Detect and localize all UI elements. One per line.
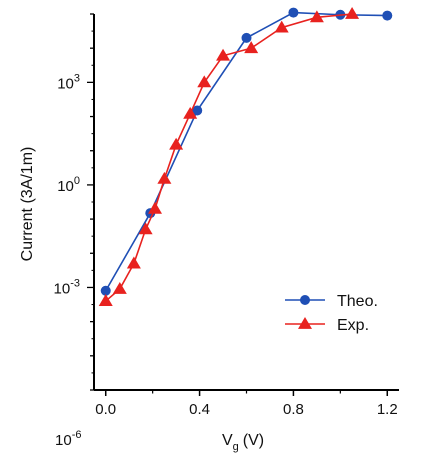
legend-label: Exp. [337,317,369,334]
series-line [105,11,388,292]
data-point [98,294,113,306]
series-exp [98,7,360,306]
data-point [288,7,299,18]
x-tick-label: 0.4 [189,401,210,418]
ticks: 0.0 0.4 0.8 1.2 10-3 100 103 10-6 [54,13,398,449]
y-axis-title: Current (3A/1m) [19,147,36,262]
x-axis-title-sub: g [233,441,239,453]
data-point [197,75,212,88]
series-line [105,13,353,302]
data-point [148,201,162,214]
x-axis-title-main: V [222,432,233,449]
y-bottom-label: 10-6 [55,429,81,449]
y-tick-label: 100 [57,175,80,195]
data-point [345,7,360,19]
data-point [382,10,393,21]
x-tick-label: 0.8 [283,401,304,418]
data-point [216,48,231,61]
y-tick-label: 103 [57,72,80,92]
data-point [192,105,203,116]
x-axis-title-unit: (V) [243,432,264,449]
legend-marker [300,295,310,305]
x-tick-label: 0.0 [95,401,116,418]
data-point [309,10,324,23]
data-point [169,137,184,150]
data-point [244,41,259,54]
data-point [126,256,141,269]
data-point [138,222,153,235]
legend-label: Theo. [337,293,378,310]
y-tick-label: 10-3 [54,277,80,297]
data-point [112,282,127,294]
series-group [98,7,393,306]
legend-marker [298,317,312,329]
data-point [157,171,172,184]
data-point [241,32,252,43]
data-point [100,285,111,296]
x-axis-title: Vg (V) [222,432,264,453]
legend: Theo. Exp. [285,293,378,334]
x-tick-label: 1.2 [377,401,398,418]
data-point [274,20,289,33]
data-point [183,106,198,119]
